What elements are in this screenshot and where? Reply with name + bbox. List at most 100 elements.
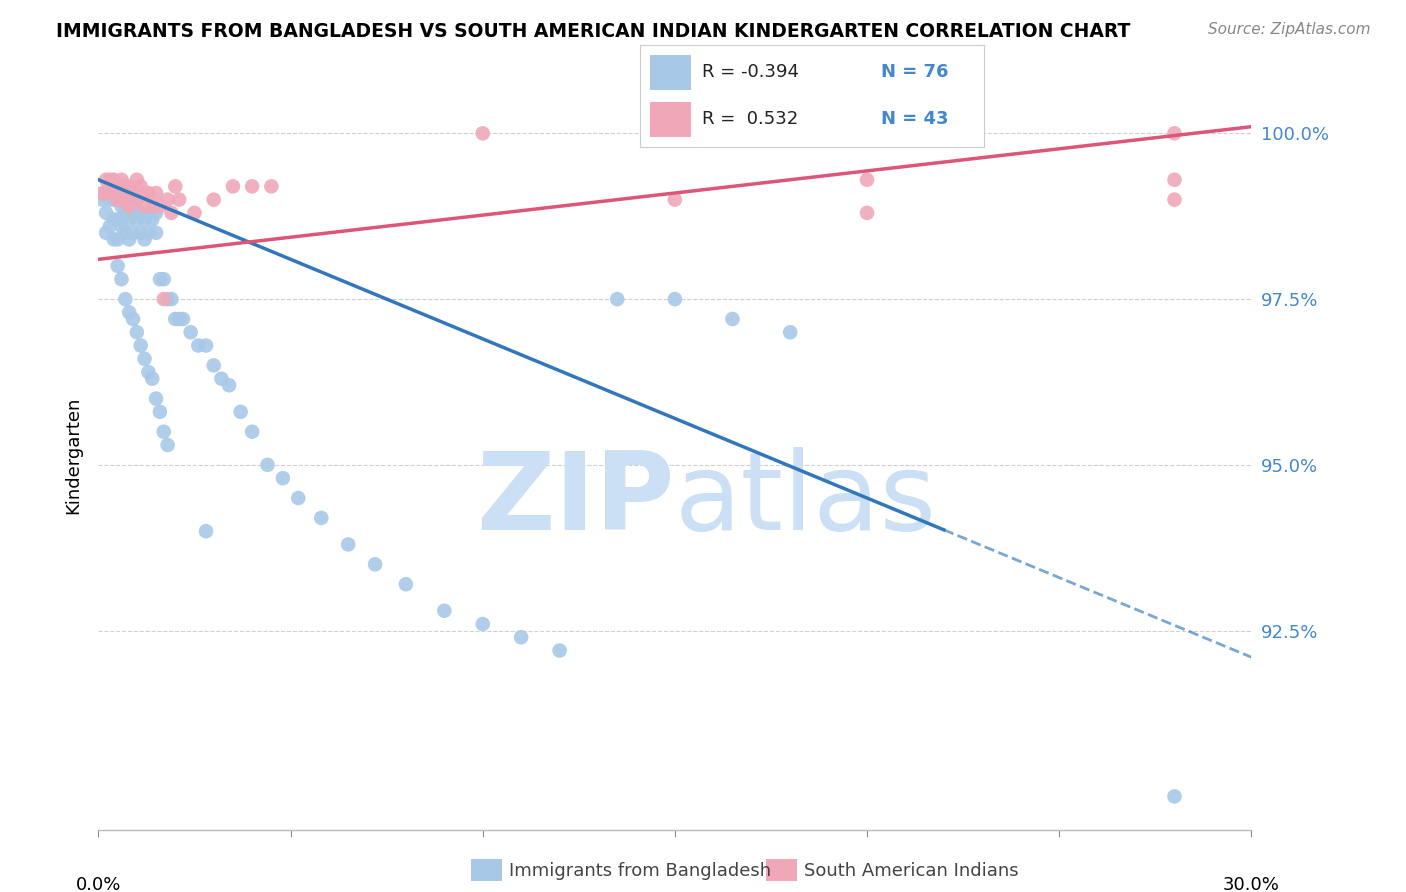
Point: [118, 212, 141, 227]
Point: [167, 312, 190, 326]
Point: [134, 186, 156, 200]
Point: [256, 458, 278, 472]
Point: [103, 186, 125, 200]
Point: [145, 392, 167, 406]
Text: Source: ZipAtlas.com: Source: ZipAtlas.com: [1208, 22, 1371, 37]
Point: [94, 226, 117, 240]
Point: [311, 511, 333, 525]
Point: [471, 126, 494, 140]
Point: [1163, 173, 1185, 187]
Point: [260, 179, 283, 194]
Text: 30.0%: 30.0%: [1223, 876, 1279, 892]
Bar: [650, 102, 692, 137]
Point: [125, 173, 148, 187]
Point: [160, 206, 183, 220]
Point: [779, 325, 801, 339]
Point: [103, 173, 125, 187]
Point: [129, 179, 152, 194]
Point: [107, 193, 129, 207]
Point: [122, 206, 145, 220]
Point: [664, 126, 686, 140]
Point: [118, 232, 141, 246]
Point: [152, 292, 174, 306]
Point: [471, 617, 494, 632]
Point: [856, 206, 879, 220]
Point: [222, 179, 245, 194]
Point: [110, 272, 132, 286]
Point: [103, 212, 125, 227]
Point: [664, 193, 686, 207]
Point: [664, 292, 686, 306]
Point: [110, 219, 132, 234]
Point: [156, 193, 179, 207]
Point: [548, 643, 571, 657]
Point: [110, 199, 132, 213]
Text: ZIP: ZIP: [477, 447, 675, 553]
Point: [856, 173, 879, 187]
Point: [202, 193, 225, 207]
Point: [107, 259, 129, 273]
Point: [218, 378, 240, 392]
Point: [138, 186, 160, 200]
Point: [125, 325, 148, 339]
Point: [141, 212, 163, 227]
Point: [103, 232, 125, 246]
Point: [118, 305, 141, 319]
Point: [134, 212, 156, 227]
Point: [195, 524, 218, 538]
Point: [91, 193, 114, 207]
Point: [138, 226, 160, 240]
Point: [98, 219, 121, 234]
Point: [94, 206, 117, 220]
Text: R = -0.394: R = -0.394: [702, 63, 799, 81]
Point: [180, 325, 202, 339]
Point: [110, 173, 132, 187]
Point: [134, 351, 156, 366]
Point: [141, 372, 163, 386]
Point: [129, 338, 152, 352]
Point: [125, 193, 148, 207]
Point: [156, 292, 179, 306]
Point: [149, 405, 172, 419]
Point: [122, 226, 145, 240]
Point: [209, 372, 232, 386]
Point: [240, 179, 263, 194]
Point: [138, 365, 160, 379]
Y-axis label: Kindergarten: Kindergarten: [63, 396, 82, 514]
Point: [510, 630, 533, 644]
Text: South American Indians: South American Indians: [804, 862, 1019, 880]
Point: [202, 359, 225, 373]
Point: [107, 193, 129, 207]
Text: N = 76: N = 76: [880, 63, 949, 81]
Point: [91, 186, 114, 200]
Point: [122, 312, 145, 326]
Point: [122, 186, 145, 200]
Point: [94, 173, 117, 187]
Point: [118, 179, 141, 194]
Point: [103, 193, 125, 207]
Point: [98, 186, 121, 200]
Point: [337, 537, 360, 551]
Point: [195, 338, 218, 352]
Point: [107, 232, 129, 246]
Point: [118, 199, 141, 213]
Point: [129, 206, 152, 220]
Point: [129, 226, 152, 240]
Point: [134, 199, 156, 213]
Point: [134, 232, 156, 246]
Point: [187, 338, 209, 352]
Point: [240, 425, 263, 439]
Point: [172, 312, 194, 326]
Point: [138, 206, 160, 220]
Point: [114, 292, 136, 306]
Point: [114, 226, 136, 240]
Point: [165, 312, 187, 326]
Point: [183, 206, 205, 220]
Point: [145, 206, 167, 220]
Point: [433, 604, 456, 618]
Point: [1163, 193, 1185, 207]
Point: [152, 425, 174, 439]
Point: [98, 193, 121, 207]
Point: [114, 193, 136, 207]
Point: [125, 193, 148, 207]
